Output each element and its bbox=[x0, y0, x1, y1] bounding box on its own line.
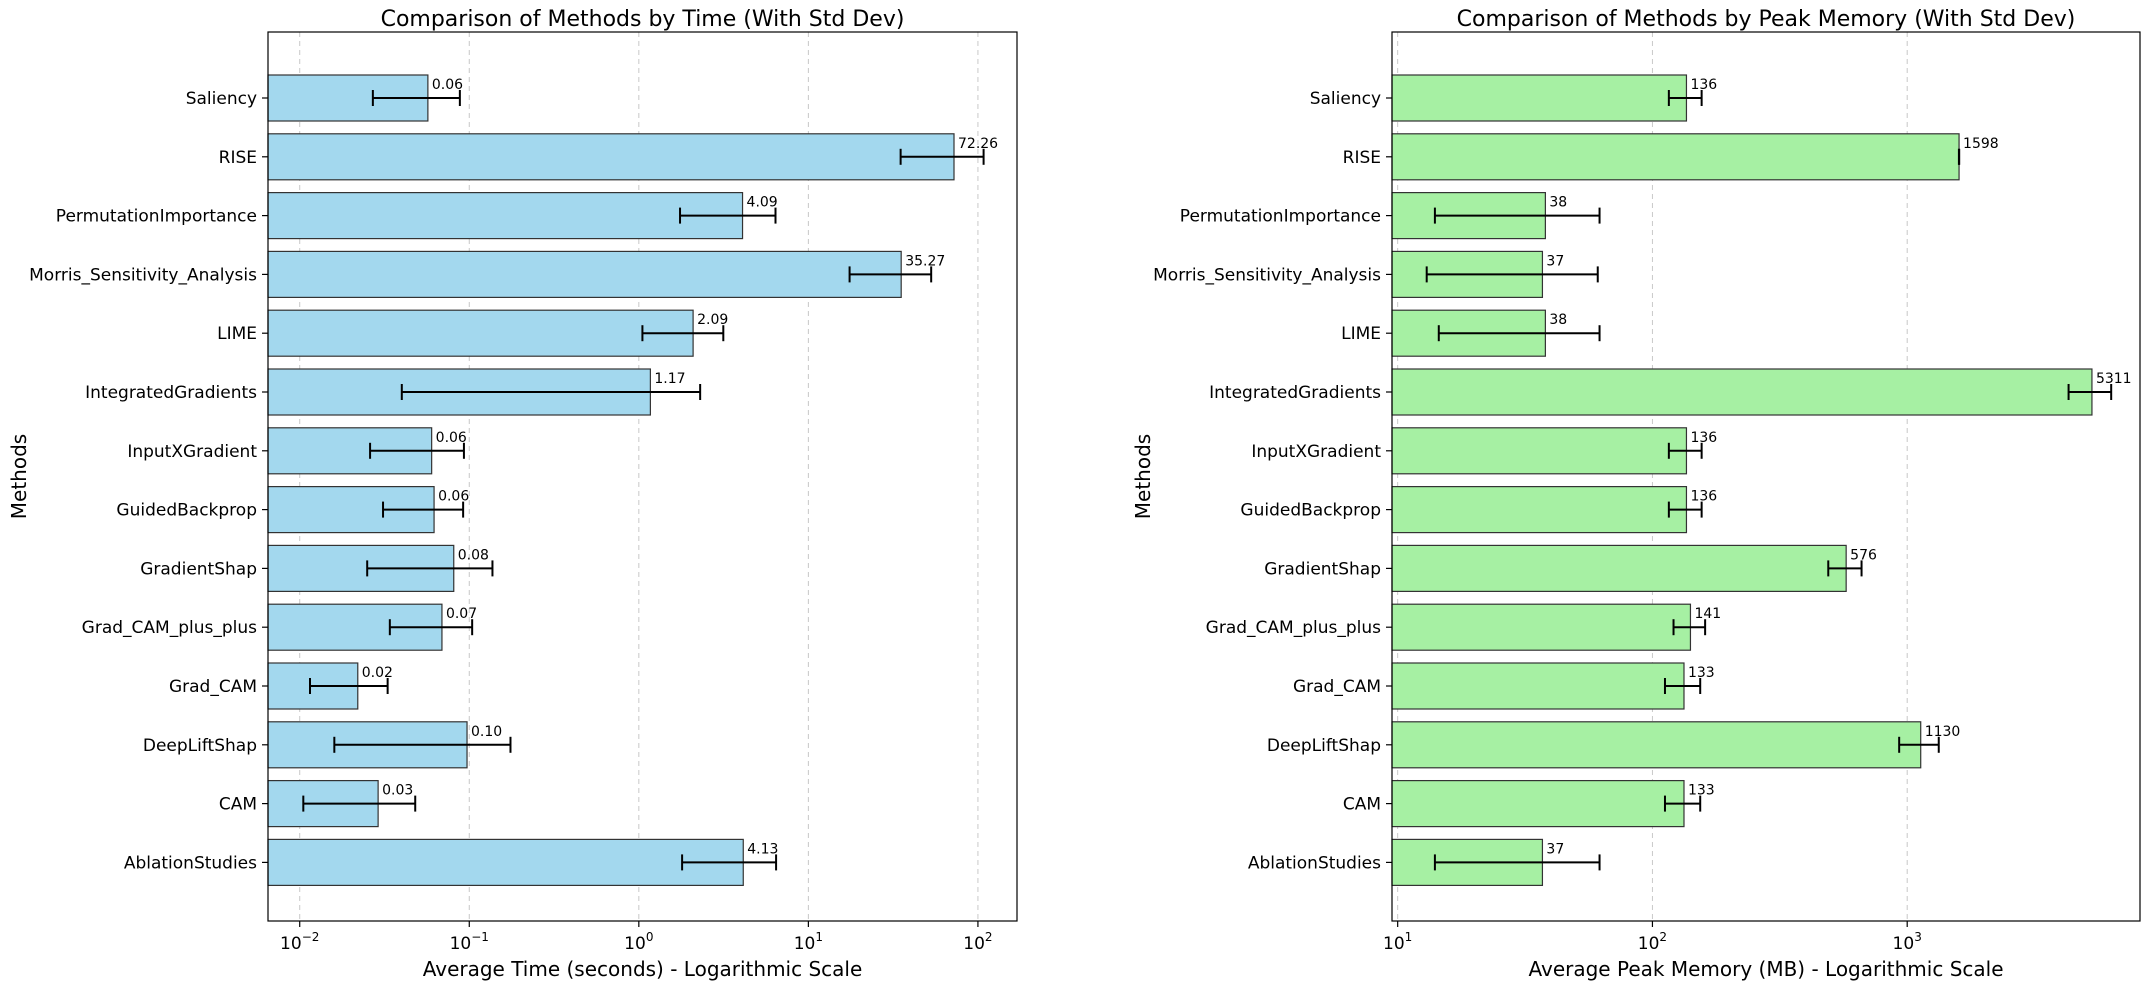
data-label: 576 bbox=[1850, 547, 1877, 563]
data-label: 141 bbox=[1694, 606, 1721, 622]
chart-panel-1: 0.06 Saliency 72.26 RISE 4.09 PermutationImpo… bbox=[7, 7, 1018, 981]
category-label: CAM bbox=[219, 795, 257, 815]
data-label: 133 bbox=[1688, 665, 1715, 681]
x-tick-label: 102 bbox=[1638, 930, 1667, 954]
data-label: 4.09 bbox=[747, 195, 778, 211]
x-tick-label: 102 bbox=[963, 930, 992, 954]
data-label: 0.02 bbox=[362, 665, 393, 681]
data-label: 35.27 bbox=[905, 253, 945, 269]
chart-title: Comparison of Methods by Peak Memory (Wi… bbox=[1457, 7, 2076, 32]
bar bbox=[1391, 133, 1960, 181]
bar bbox=[267, 133, 955, 181]
bar bbox=[267, 250, 902, 298]
category-label: RISE bbox=[1343, 148, 1381, 168]
data-label: 0.06 bbox=[436, 430, 467, 446]
category-label: AblationStudies bbox=[124, 853, 257, 873]
chart-panel-2: 136 Saliency 1598 RISE 38 PermutationImportan… bbox=[1131, 7, 2141, 981]
axes-frame bbox=[267, 31, 1018, 922]
bar bbox=[1391, 721, 1922, 769]
category-label: LIME bbox=[217, 324, 257, 344]
x-tick-label: 10−1 bbox=[450, 930, 489, 954]
x-axis-label: Average Peak Memory (MB) - Logarithmic S… bbox=[1528, 957, 2003, 981]
data-label: 4.13 bbox=[747, 841, 778, 857]
x-axis-label: Average Time (seconds) - Logarithmic Sca… bbox=[423, 957, 863, 981]
bar bbox=[1391, 603, 1692, 651]
data-label: 133 bbox=[1688, 783, 1715, 799]
data-label: 0.06 bbox=[432, 77, 463, 93]
category-label: GradientShap bbox=[1264, 559, 1381, 579]
category-label: PermutationImportance bbox=[56, 207, 257, 227]
bar bbox=[267, 192, 744, 240]
category-label: Grad_CAM bbox=[169, 677, 257, 697]
category-label: AblationStudies bbox=[1248, 853, 1381, 873]
data-label: 5311 bbox=[2096, 371, 2132, 387]
data-label: 72.26 bbox=[958, 136, 998, 152]
category-label: DeepLiftShap bbox=[1267, 736, 1381, 756]
category-label: Morris_Sensitivity_Analysis bbox=[1153, 265, 1381, 285]
bar bbox=[1391, 427, 1688, 475]
data-label: 0.06 bbox=[438, 489, 469, 505]
category-label: Morris_Sensitivity_Analysis bbox=[29, 265, 257, 285]
category-label: Grad_CAM_plus_plus bbox=[1206, 618, 1381, 638]
axes-frame bbox=[1391, 31, 2141, 922]
data-label: 1.17 bbox=[654, 371, 685, 387]
x-tick-label: 101 bbox=[794, 930, 823, 954]
data-label: 37 bbox=[1546, 253, 1564, 269]
data-label: 2.09 bbox=[697, 312, 728, 328]
category-label: IntegratedGradients bbox=[85, 383, 257, 403]
data-label: 37 bbox=[1546, 841, 1564, 857]
category-label: GradientShap bbox=[140, 559, 257, 579]
y-axis-label: Methods bbox=[7, 434, 31, 519]
data-label: 136 bbox=[1690, 430, 1717, 446]
category-label: InputXGradient bbox=[1251, 442, 1381, 462]
data-label: 38 bbox=[1549, 312, 1567, 328]
category-label: PermutationImportance bbox=[1180, 207, 1381, 227]
data-label: 1130 bbox=[1925, 724, 1961, 740]
category-label: Saliency bbox=[186, 89, 257, 109]
category-label: LIME bbox=[1341, 324, 1381, 344]
x-tick-label: 100 bbox=[624, 930, 653, 954]
data-label: 136 bbox=[1690, 489, 1717, 505]
category-label: GuidedBackprop bbox=[116, 501, 257, 521]
category-label: CAM bbox=[1343, 795, 1381, 815]
data-label: 0.07 bbox=[446, 606, 477, 622]
category-label: Grad_CAM bbox=[1293, 677, 1381, 697]
category-label: GuidedBackprop bbox=[1240, 501, 1381, 521]
category-label: DeepLiftShap bbox=[143, 736, 257, 756]
data-label: 1598 bbox=[1963, 136, 1999, 152]
category-label: RISE bbox=[219, 148, 257, 168]
bar bbox=[1391, 662, 1685, 710]
data-label: 0.03 bbox=[382, 783, 413, 799]
data-label: 38 bbox=[1549, 195, 1567, 211]
x-tick-label: 103 bbox=[1893, 930, 1922, 954]
bar bbox=[1391, 779, 1685, 828]
bar bbox=[1391, 486, 1688, 534]
data-label: 0.10 bbox=[471, 724, 502, 740]
bar bbox=[267, 309, 694, 357]
x-tick-label: 101 bbox=[1383, 930, 1412, 954]
x-tick-label: 10−2 bbox=[280, 930, 319, 954]
chart-title: Comparison of Methods by Time (With Std … bbox=[381, 7, 905, 32]
bar bbox=[1391, 544, 1847, 593]
category-label: InputXGradient bbox=[127, 442, 257, 462]
data-label: 136 bbox=[1690, 77, 1717, 93]
data-label: 0.08 bbox=[458, 547, 489, 563]
category-label: Saliency bbox=[1310, 89, 1381, 109]
bar bbox=[1391, 368, 2093, 416]
category-label: Grad_CAM_plus_plus bbox=[82, 618, 257, 638]
category-label: IntegratedGradients bbox=[1209, 383, 1381, 403]
y-axis-label: Methods bbox=[1131, 434, 1155, 519]
bar bbox=[1391, 74, 1688, 122]
bar bbox=[267, 838, 744, 887]
